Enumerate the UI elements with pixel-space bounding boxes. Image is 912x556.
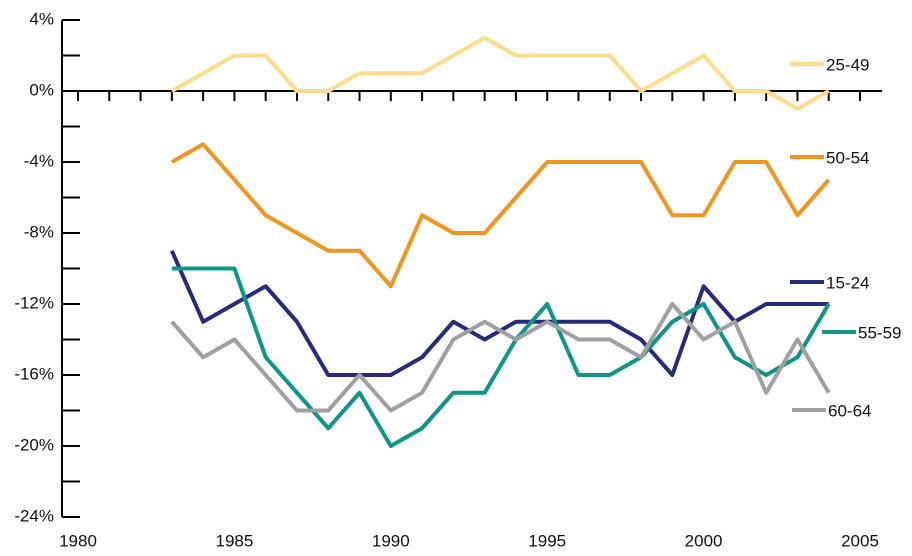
legend-label: 50-54 (826, 148, 869, 167)
y-tick-label: -20% (14, 435, 54, 454)
y-tick-label: -8% (24, 222, 54, 241)
series-line (170, 302, 831, 413)
legend-label: 15-24 (826, 273, 869, 292)
y-tick-label: -16% (14, 364, 54, 383)
x-tick-label: 2005 (841, 531, 879, 550)
x-tick-label: 1995 (528, 531, 566, 550)
y-tick-label: -12% (14, 293, 54, 312)
x-tick-label: 1985 (215, 531, 253, 550)
legend-label: 25-49 (826, 55, 869, 74)
series-line (170, 142, 831, 289)
series-line (170, 35, 830, 111)
y-tick-label: -4% (24, 151, 54, 170)
y-tick-label: 0% (29, 80, 54, 99)
x-tick-label: 2000 (685, 531, 723, 550)
legend-label: 60-64 (828, 401, 871, 420)
series-line (170, 249, 829, 377)
y-tick-label: -24% (14, 506, 54, 525)
series-line (171, 266, 831, 448)
x-tick-label: 1990 (372, 531, 410, 550)
y-tick-label: 4% (29, 9, 54, 28)
x-tick-label: 1980 (59, 531, 97, 550)
legend-label: 55-59 (858, 323, 901, 342)
